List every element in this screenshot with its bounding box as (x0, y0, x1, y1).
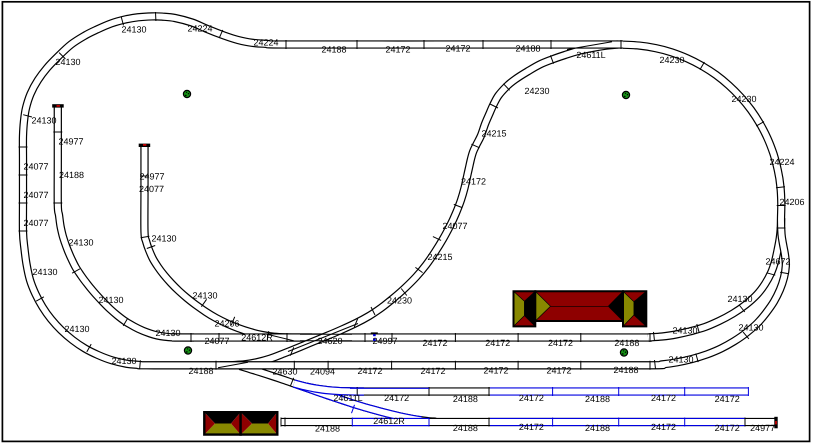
svg-text:24172: 24172 (715, 423, 740, 433)
svg-text:24977: 24977 (58, 137, 83, 147)
svg-text:24612R: 24612R (373, 416, 405, 426)
svg-text:24077: 24077 (23, 162, 48, 172)
svg-text:24230: 24230 (731, 94, 756, 104)
svg-text:24130: 24130 (672, 326, 697, 336)
svg-text:24172: 24172 (461, 177, 486, 187)
svg-text:24130: 24130 (55, 57, 80, 67)
svg-text:24630: 24630 (272, 367, 297, 377)
svg-text:24077: 24077 (442, 221, 467, 231)
svg-text:24172: 24172 (651, 393, 676, 403)
svg-text:24077: 24077 (23, 218, 48, 228)
svg-text:24130: 24130 (32, 267, 57, 277)
svg-text:24172: 24172 (385, 45, 410, 55)
svg-text:24172: 24172 (445, 44, 470, 54)
svg-text:24206: 24206 (779, 197, 804, 207)
svg-text:24172: 24172 (420, 366, 445, 376)
svg-text:24130: 24130 (64, 324, 89, 334)
svg-text:24130: 24130 (111, 356, 136, 366)
svg-text:24130: 24130 (192, 291, 217, 301)
svg-text:24130: 24130 (738, 323, 763, 333)
svg-text:24230: 24230 (524, 86, 549, 96)
svg-text:24130: 24130 (68, 238, 93, 248)
svg-text:24215: 24215 (481, 129, 506, 139)
svg-text:24230: 24230 (659, 55, 684, 65)
svg-text:24188: 24188 (515, 44, 540, 54)
svg-text:24224: 24224 (187, 24, 212, 34)
svg-text:24188: 24188 (453, 423, 478, 433)
svg-text:24188: 24188 (585, 423, 610, 433)
svg-text:24188: 24188 (453, 394, 478, 404)
svg-text:24612R: 24612R (241, 333, 273, 343)
svg-text:24672: 24672 (765, 257, 790, 267)
svg-text:24206: 24206 (214, 319, 239, 329)
svg-text:24611L: 24611L (333, 393, 362, 403)
svg-text:24172: 24172 (519, 393, 544, 403)
svg-text:24077: 24077 (23, 190, 48, 200)
svg-text:24172: 24172 (357, 366, 382, 376)
svg-text:24977: 24977 (139, 172, 164, 182)
svg-text:24224: 24224 (769, 157, 794, 167)
svg-text:24172: 24172 (548, 338, 573, 348)
svg-text:24224: 24224 (253, 38, 278, 48)
svg-text:24172: 24172 (651, 422, 676, 432)
svg-text:24172: 24172 (485, 338, 510, 348)
svg-text:24130: 24130 (121, 25, 146, 35)
svg-text:24130: 24130 (727, 294, 752, 304)
svg-text:24188: 24188 (614, 338, 639, 348)
svg-text:24188: 24188 (321, 45, 346, 55)
svg-text:24094: 24094 (310, 367, 335, 377)
svg-text:24188: 24188 (585, 394, 610, 404)
svg-text:24130: 24130 (155, 328, 180, 338)
svg-text:24172: 24172 (384, 393, 409, 403)
svg-text:24172: 24172 (519, 422, 544, 432)
svg-text:24077: 24077 (139, 184, 164, 194)
svg-text:24172: 24172 (546, 366, 571, 376)
svg-text:24130: 24130 (31, 116, 56, 126)
svg-text:24215: 24215 (427, 252, 452, 262)
svg-text:24977: 24977 (750, 423, 775, 433)
svg-text:24172: 24172 (715, 394, 740, 404)
svg-text:24230: 24230 (387, 296, 412, 306)
svg-text:24188: 24188 (613, 365, 638, 375)
svg-text:24130: 24130 (668, 355, 693, 365)
svg-text:24997: 24997 (372, 336, 397, 346)
svg-text:24611L: 24611L (576, 50, 605, 60)
svg-text:24172: 24172 (483, 366, 508, 376)
svg-text:24188: 24188 (188, 366, 213, 376)
svg-text:24172: 24172 (422, 338, 447, 348)
svg-text:24188: 24188 (59, 170, 84, 180)
svg-text:24130: 24130 (98, 295, 123, 305)
svg-text:24077: 24077 (204, 336, 229, 346)
svg-text:24620: 24620 (317, 336, 342, 346)
svg-text:24188: 24188 (315, 423, 340, 433)
svg-text:24130: 24130 (151, 234, 176, 244)
